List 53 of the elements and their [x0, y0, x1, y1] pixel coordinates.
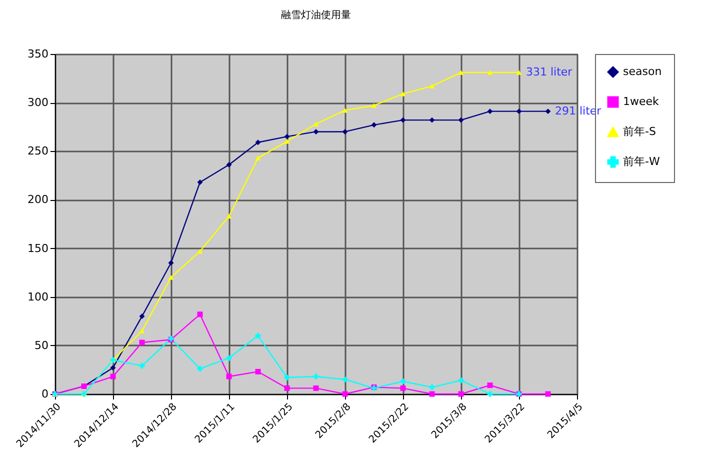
- chart-title: 融雪灯油使用量: [281, 9, 351, 21]
- point: [516, 108, 522, 114]
- point: [487, 108, 493, 114]
- point: [110, 374, 116, 380]
- point: [313, 128, 319, 134]
- point: [429, 384, 435, 390]
- point: [429, 117, 435, 123]
- point: [226, 374, 232, 380]
- point: [284, 134, 290, 140]
- legend-label: 1week: [623, 95, 660, 108]
- legend-label: 前年-W: [623, 155, 660, 168]
- annotation: 331 liter: [526, 65, 573, 78]
- point: [255, 332, 261, 338]
- point: [400, 91, 406, 96]
- point: [284, 139, 290, 144]
- point: [400, 117, 406, 123]
- point: [168, 275, 174, 280]
- y-tick-label: 200: [28, 193, 48, 206]
- point: [284, 385, 290, 391]
- y-tick-label: 0: [42, 388, 48, 400]
- point: [139, 363, 145, 369]
- point: [487, 382, 493, 388]
- point: [197, 312, 203, 318]
- point: [458, 70, 464, 75]
- point: [371, 122, 377, 128]
- point: [313, 385, 319, 391]
- point: [255, 156, 261, 160]
- point: [400, 385, 406, 391]
- point: [197, 366, 203, 372]
- y-tick-label: 50: [34, 338, 48, 352]
- point: [487, 70, 493, 75]
- point: [139, 340, 145, 346]
- point: [197, 179, 203, 185]
- legend-label: 前年-S: [623, 125, 656, 138]
- point: [110, 365, 116, 371]
- point: [429, 84, 435, 88]
- point: [226, 214, 232, 219]
- point: [139, 314, 145, 320]
- y-tick-label: 300: [28, 96, 48, 110]
- y-tick-label: 250: [28, 144, 48, 158]
- legend-label: season: [623, 65, 662, 78]
- y-tick-label: 100: [28, 290, 48, 304]
- point: [342, 128, 348, 134]
- point: [255, 368, 261, 374]
- point: [458, 117, 464, 123]
- y-tick-label: 150: [28, 242, 48, 255]
- point: [168, 260, 174, 266]
- point: [313, 122, 319, 126]
- point: [371, 103, 377, 108]
- point: [255, 140, 261, 146]
- point: [545, 108, 551, 114]
- point: [516, 70, 522, 75]
- y-tick-label: 350: [28, 48, 48, 60]
